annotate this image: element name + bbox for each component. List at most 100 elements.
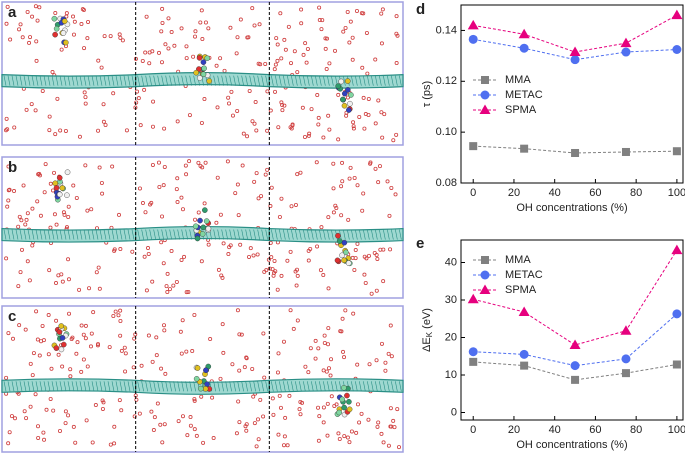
water-molecule	[67, 311, 72, 316]
water-molecule	[84, 418, 89, 423]
water-molecule	[119, 408, 124, 413]
water-molecule	[394, 61, 399, 66]
water-molecule	[113, 309, 118, 314]
y-tick-label: 10	[445, 369, 457, 381]
graphene-bond	[299, 75, 302, 86]
graphene-bond	[213, 229, 216, 240]
water-molecule	[235, 308, 240, 313]
graphene-bond	[391, 229, 394, 240]
water-molecule	[379, 110, 384, 115]
polymer-atom	[61, 18, 68, 24]
graphene-bond	[303, 229, 306, 240]
graphene-bond	[169, 381, 172, 392]
water-molecule	[112, 441, 117, 446]
water-molecule	[327, 127, 332, 132]
graphene-bond	[119, 229, 123, 240]
water-molecule	[191, 54, 196, 59]
graphene-bond	[225, 75, 228, 86]
polymer-atom	[59, 185, 66, 191]
water-molecule	[376, 420, 381, 425]
marker	[571, 148, 580, 157]
x-axis-label: OH concentrations (%)	[516, 439, 627, 451]
marker	[518, 306, 530, 316]
water-molecule	[214, 220, 219, 225]
water-molecule	[182, 254, 187, 259]
polymer-atom	[348, 92, 354, 98]
polymer-atom	[334, 257, 341, 264]
water-molecule	[79, 323, 84, 328]
water-molecule	[119, 348, 124, 353]
water-molecule	[59, 47, 64, 52]
polymer-atom	[341, 385, 347, 391]
graphene-bond	[253, 381, 256, 392]
water-molecule	[321, 273, 326, 278]
graphene-bond	[63, 75, 67, 86]
water-molecule	[40, 88, 45, 93]
graphene-bond	[261, 381, 264, 392]
water-molecule	[363, 112, 368, 117]
water-molecule	[71, 183, 76, 188]
water-molecule	[394, 14, 399, 19]
water-molecule	[340, 316, 345, 321]
water-molecule	[354, 430, 359, 435]
water-molecule	[306, 133, 311, 138]
graphene-bond	[379, 75, 382, 86]
water-molecule	[110, 164, 115, 169]
water-molecule	[162, 323, 167, 328]
graphene-bond	[217, 229, 220, 240]
water-molecule	[321, 405, 326, 410]
graphene-bond	[261, 229, 264, 240]
x-tick-label: 60	[589, 424, 601, 436]
graphene-bond	[291, 381, 294, 392]
water-molecule	[18, 22, 23, 27]
water-molecule	[263, 172, 268, 177]
graphene-bond	[217, 381, 220, 392]
water-molecule	[279, 196, 284, 201]
graphene-bond	[295, 75, 298, 86]
water-molecule	[247, 88, 252, 93]
water-molecule	[281, 443, 286, 448]
water-molecule	[130, 249, 135, 254]
water-molecule	[256, 61, 261, 66]
graphene-bond	[71, 381, 75, 392]
graphene-bond	[107, 75, 111, 86]
water-molecule	[321, 368, 326, 373]
water-molecule	[143, 50, 148, 55]
graphene-bond	[387, 229, 390, 240]
polymer-atom	[197, 385, 204, 392]
legend-marker	[480, 270, 490, 280]
graphene-bond	[355, 381, 358, 392]
water-molecule	[303, 364, 308, 369]
water-molecule	[248, 246, 253, 251]
polymer-atom	[56, 191, 63, 198]
water-molecule	[159, 240, 164, 245]
water-molecule	[134, 397, 139, 402]
water-molecule	[171, 283, 176, 288]
water-molecule	[297, 407, 302, 412]
graphene-bond	[127, 229, 131, 240]
graphene-bond	[283, 75, 286, 86]
water-molecule	[66, 277, 71, 282]
graphene-bond	[331, 381, 334, 392]
graphene-bond	[55, 381, 59, 392]
graphene-bond	[287, 75, 290, 86]
graphene-bond	[11, 229, 15, 240]
water-molecule	[5, 127, 10, 132]
series-line	[473, 14, 678, 53]
water-molecule	[323, 46, 328, 51]
water-molecule	[216, 267, 221, 272]
water-molecule	[230, 362, 235, 367]
water-molecule	[55, 96, 60, 101]
water-molecule	[206, 26, 211, 31]
graphene-bond	[185, 75, 188, 86]
water-molecule	[379, 41, 384, 46]
water-molecule	[353, 248, 358, 253]
water-molecule	[188, 415, 193, 420]
graphene-bond	[99, 381, 103, 392]
water-molecule	[33, 4, 38, 9]
graphene-bond	[193, 75, 196, 86]
graphene-bond	[145, 381, 148, 392]
water-molecule	[355, 362, 360, 367]
water-molecule	[280, 103, 285, 108]
x-tick-label: 80	[630, 424, 642, 436]
